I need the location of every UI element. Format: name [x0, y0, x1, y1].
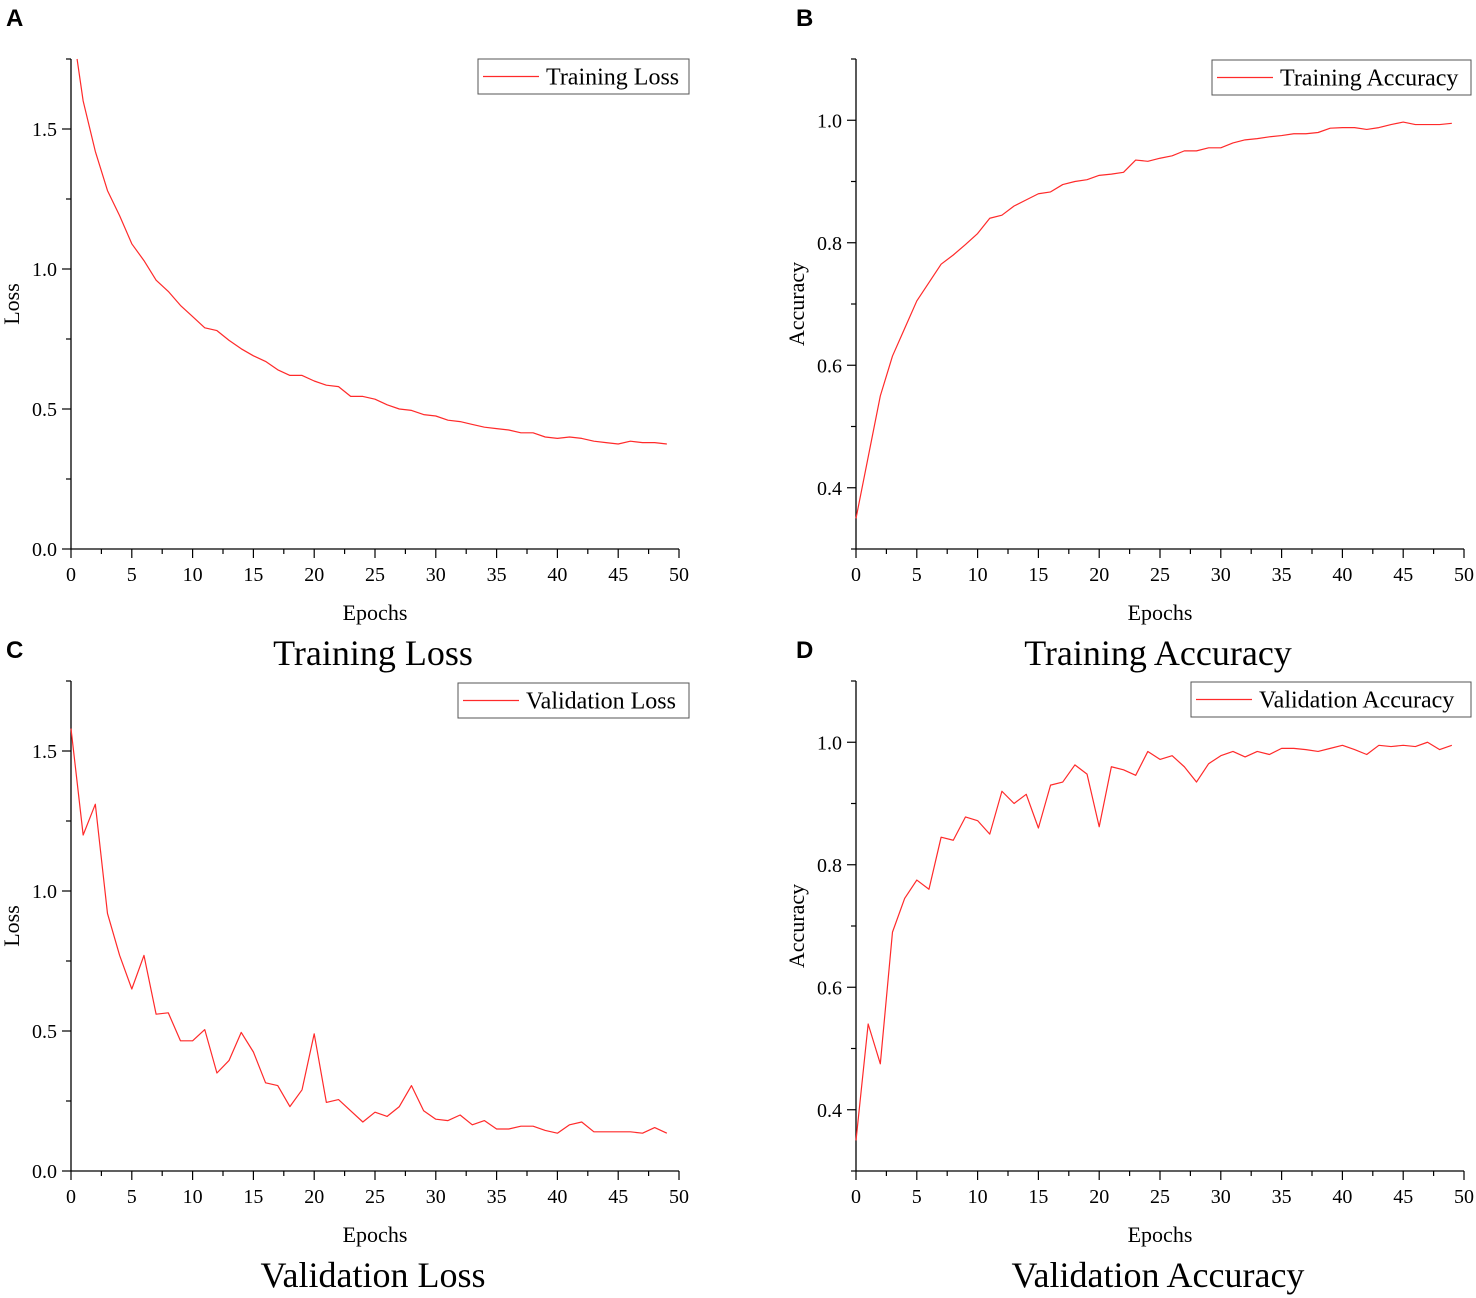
chart-caption: Validation Accuracy	[1012, 1255, 1305, 1295]
panel-letter: B	[796, 5, 813, 32]
x-tick-label: 50	[1454, 564, 1474, 586]
y-tick-label: 1.0	[817, 110, 842, 132]
y-axis-title: Accuracy	[784, 884, 809, 968]
x-tick-label: 5	[127, 1186, 137, 1208]
series-line-training-accuracy	[855, 121, 1452, 519]
y-tick-label: 0.8	[817, 233, 842, 255]
y-tick-label: 0.4	[817, 478, 842, 500]
x-tick-label: 35	[1272, 564, 1292, 586]
x-axis-title: Epochs	[343, 1222, 408, 1247]
x-tick-label: 50	[669, 564, 689, 586]
y-tick-label: 0.4	[817, 1100, 842, 1122]
y-tick-label: 1.0	[817, 732, 842, 754]
x-axis-title: Epochs	[1128, 1222, 1193, 1247]
y-tick-label: 0.6	[817, 977, 842, 999]
x-tick-label: 0	[66, 1186, 76, 1208]
y-axis-title: Loss	[0, 905, 24, 947]
legend-label: Validation Loss	[526, 689, 676, 715]
x-tick-label: 20	[1089, 564, 1109, 586]
x-tick-label: 10	[968, 1186, 988, 1208]
x-tick-label: 10	[968, 564, 988, 586]
x-tick-label: 45	[608, 1186, 628, 1208]
series-line-training-loss	[76, 58, 667, 445]
x-tick-label: 40	[1332, 1186, 1352, 1208]
x-axis-title: Epochs	[343, 600, 408, 625]
y-tick-label: 0.8	[817, 855, 842, 877]
y-tick-label: 1.0	[32, 881, 57, 903]
y-tick-label: 0.6	[817, 355, 842, 377]
y-axis-title: Accuracy	[784, 262, 809, 346]
series-line-validation-loss	[70, 728, 668, 1134]
x-tick-label: 30	[426, 564, 446, 586]
x-tick-label: 15	[1028, 1186, 1048, 1208]
legend-label: Training Accuracy	[1280, 66, 1458, 92]
x-tick-label: 20	[304, 564, 324, 586]
y-tick-label: 0.5	[32, 399, 57, 421]
x-tick-label: 50	[669, 1186, 689, 1208]
y-axis-title: Loss	[0, 283, 24, 325]
x-tick-label: 0	[851, 564, 861, 586]
x-tick-label: 15	[243, 564, 263, 586]
x-tick-label: 0	[66, 564, 76, 586]
series-line-validation-accuracy	[855, 741, 1453, 1141]
chart-caption: Validation Loss	[261, 1255, 486, 1295]
chart-panel-d: D 0 5 10 15 20 25 30 35 40 45 50 0.4 0.6 0.8 1.0 Epochs A…	[784, 637, 1474, 1295]
x-tick-label: 45	[1393, 1186, 1413, 1208]
x-axis-title: Epochs	[1128, 600, 1193, 625]
panel-letter: C	[6, 637, 23, 664]
x-tick-label: 20	[304, 1186, 324, 1208]
y-tick-label: 1.5	[32, 741, 57, 763]
x-tick-label: 45	[608, 564, 628, 586]
y-tick-label: 0.0	[32, 1161, 57, 1183]
y-tick-label: 1.0	[32, 259, 57, 281]
x-tick-label: 30	[426, 1186, 446, 1208]
x-tick-label: 0	[851, 1186, 861, 1208]
y-tick-label: 0.0	[32, 539, 57, 561]
x-tick-label: 25	[365, 564, 385, 586]
legend-label: Training Loss	[546, 65, 679, 91]
x-tick-label: 10	[183, 564, 203, 586]
legend-label: Validation Accuracy	[1259, 688, 1454, 714]
chart-caption: Training Loss	[273, 633, 473, 673]
x-tick-label: 45	[1393, 564, 1413, 586]
chart-panel-a: A 0 5 10 15 20 25 30 35 40 45 50 0.0 0.5 1.0 1.5 Epochs L…	[0, 5, 690, 673]
x-tick-label: 10	[183, 1186, 203, 1208]
y-tick-label: 1.5	[32, 119, 57, 141]
panel-letter: A	[6, 5, 23, 32]
x-tick-label: 40	[547, 564, 567, 586]
chart-panel-b: B 0 5 10 15 20 25 30 35 40 45 50 0.4 0.6 0.8 1.0 Epochs A…	[784, 5, 1474, 673]
x-tick-label: 20	[1089, 1186, 1109, 1208]
chart-panel-c: C 0 5 10 15 20 25 30 35 40 45 50 0.0 0.5 1.0 1.5 Epochs L…	[0, 637, 690, 1295]
x-tick-label: 15	[1028, 564, 1048, 586]
x-tick-label: 5	[912, 564, 922, 586]
panel-letter: D	[796, 637, 813, 664]
x-tick-label: 35	[487, 1186, 507, 1208]
x-tick-label: 15	[243, 1186, 263, 1208]
x-tick-label: 35	[1272, 1186, 1292, 1208]
x-tick-label: 25	[1150, 1186, 1170, 1208]
y-tick-label: 0.5	[32, 1021, 57, 1043]
x-tick-label: 35	[487, 564, 507, 586]
x-tick-label: 30	[1211, 564, 1231, 586]
x-tick-label: 40	[547, 1186, 567, 1208]
x-tick-label: 30	[1211, 1186, 1231, 1208]
x-tick-label: 25	[365, 1186, 385, 1208]
x-tick-label: 5	[912, 1186, 922, 1208]
x-tick-label: 50	[1454, 1186, 1474, 1208]
x-tick-label: 40	[1332, 564, 1352, 586]
chart-caption: Training Accuracy	[1024, 633, 1292, 673]
x-tick-label: 5	[127, 564, 137, 586]
x-tick-label: 25	[1150, 564, 1170, 586]
